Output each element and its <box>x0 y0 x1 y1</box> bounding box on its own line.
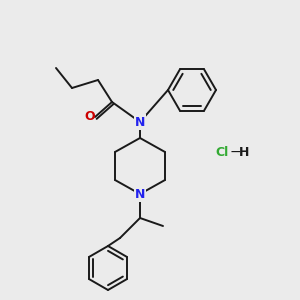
Text: −: − <box>230 145 242 159</box>
Text: H: H <box>239 146 249 158</box>
Text: N: N <box>135 188 145 200</box>
Text: N: N <box>135 116 145 128</box>
Text: O: O <box>85 110 95 124</box>
Text: Cl: Cl <box>215 146 228 158</box>
